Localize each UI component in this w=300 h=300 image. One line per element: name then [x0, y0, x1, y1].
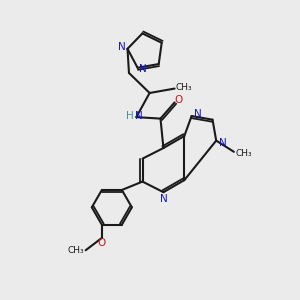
Text: N: N: [219, 138, 226, 148]
Text: N: N: [135, 111, 143, 121]
Text: N: N: [139, 64, 147, 74]
Text: CH₃: CH₃: [236, 149, 253, 158]
Text: O: O: [174, 95, 182, 105]
Text: N: N: [118, 42, 126, 52]
Text: H: H: [126, 111, 134, 121]
Text: N: N: [194, 109, 202, 119]
Text: CH₃: CH₃: [68, 246, 85, 255]
Text: CH₃: CH₃: [175, 83, 192, 92]
Text: N: N: [160, 194, 167, 204]
Text: O: O: [97, 238, 105, 248]
